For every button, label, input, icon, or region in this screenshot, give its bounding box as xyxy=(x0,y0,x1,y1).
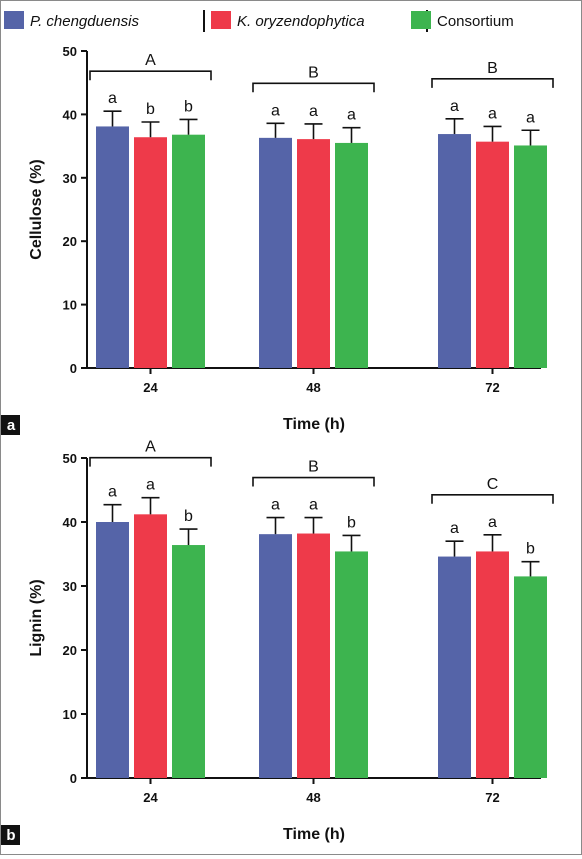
bar xyxy=(438,134,471,368)
bar xyxy=(514,576,547,778)
group-letter: A xyxy=(145,52,156,69)
bar xyxy=(297,139,330,368)
group-bracket xyxy=(252,476,375,487)
y-tick-label: 50 xyxy=(63,451,77,466)
bar xyxy=(172,545,205,778)
group-bracket xyxy=(89,70,212,81)
group-letter: A xyxy=(145,439,156,456)
significance-letter: a xyxy=(146,477,155,494)
y-tick-label: 50 xyxy=(63,44,77,59)
x-tick-label: 24 xyxy=(143,380,158,395)
significance-letter: a xyxy=(347,107,356,124)
bar xyxy=(172,134,205,368)
x-axis-label: Time (h) xyxy=(283,416,345,433)
bar xyxy=(134,137,167,368)
panel-b: 0 10 20 30 40 50 Lignin (%) a a b 24 Aa a b 48 Ba a b 72 C T… xyxy=(1,439,554,845)
x-tick-label: 72 xyxy=(485,790,499,805)
panel-a: 0 10 20 30 40 50 Cellulose (%) a b b 24 Aa a a 48 Ba a a 7… xyxy=(1,44,554,435)
significance-letter: a xyxy=(309,103,318,120)
significance-letter: b xyxy=(184,508,193,525)
y-tick-label: 20 xyxy=(63,643,77,658)
y-tick-label: 40 xyxy=(63,107,77,122)
significance-letter: a xyxy=(271,497,280,514)
legend-label: Consortium xyxy=(437,13,514,30)
group-letter: B xyxy=(487,60,498,77)
bar xyxy=(96,522,129,778)
group-bracket xyxy=(252,82,375,93)
legend-swatch xyxy=(411,11,431,29)
bar xyxy=(335,142,368,368)
bar xyxy=(259,137,292,368)
bar xyxy=(476,551,509,778)
y-tick-label: 10 xyxy=(63,707,77,722)
bar xyxy=(476,141,509,368)
significance-letter: a xyxy=(526,109,535,126)
bar xyxy=(335,551,368,778)
bar xyxy=(259,534,292,778)
significance-letter: a xyxy=(450,98,459,115)
bar xyxy=(96,126,129,368)
legend: P. chengduensis K. oryzendophytica Consort… xyxy=(4,10,514,32)
y-tick-label: 10 xyxy=(63,298,77,313)
significance-letter: a xyxy=(271,102,280,119)
y-tick-label: 20 xyxy=(63,234,77,249)
bar xyxy=(514,145,547,368)
bar xyxy=(297,533,330,778)
y-axis-label: Cellulose (%) xyxy=(28,159,45,259)
significance-letter: a xyxy=(488,105,497,122)
bar xyxy=(438,556,471,778)
significance-letter: a xyxy=(450,520,459,537)
group-bracket xyxy=(431,494,554,504)
bar xyxy=(134,514,167,778)
x-axis-label: Time (h) xyxy=(283,826,345,843)
y-tick-label: 0 xyxy=(70,361,77,376)
legend-swatch xyxy=(211,11,231,29)
group-letter: B xyxy=(308,459,319,476)
group-bracket xyxy=(89,456,212,467)
group-letter: B xyxy=(308,64,319,81)
legend-swatch xyxy=(4,11,24,29)
group-bracket xyxy=(431,78,554,88)
y-tick-label: 30 xyxy=(63,171,77,186)
significance-letter: a xyxy=(488,514,497,531)
legend-label: P. chengduensis xyxy=(30,13,139,30)
y-tick-label: 30 xyxy=(63,579,77,594)
y-tick-label: 0 xyxy=(70,771,77,786)
group-letter: C xyxy=(487,476,499,493)
x-tick-label: 24 xyxy=(143,790,158,805)
y-axis-label: Lignin (%) xyxy=(28,579,45,656)
significance-letter: b xyxy=(184,98,193,115)
x-tick-label: 48 xyxy=(306,790,320,805)
significance-letter: b xyxy=(146,101,155,118)
x-tick-label: 48 xyxy=(306,380,320,395)
panel-label-box xyxy=(1,825,20,845)
significance-letter: a xyxy=(309,497,318,514)
significance-letter: a xyxy=(108,484,117,501)
panel-label-box xyxy=(1,415,20,435)
significance-letter: b xyxy=(347,514,356,531)
significance-letter: a xyxy=(108,90,117,107)
x-tick-label: 72 xyxy=(485,380,499,395)
legend-label: K. oryzendophytica xyxy=(237,13,365,30)
panel-label: b xyxy=(6,827,15,844)
significance-letter: b xyxy=(526,541,535,558)
y-tick-label: 40 xyxy=(63,515,77,530)
panel-label: a xyxy=(7,417,16,434)
